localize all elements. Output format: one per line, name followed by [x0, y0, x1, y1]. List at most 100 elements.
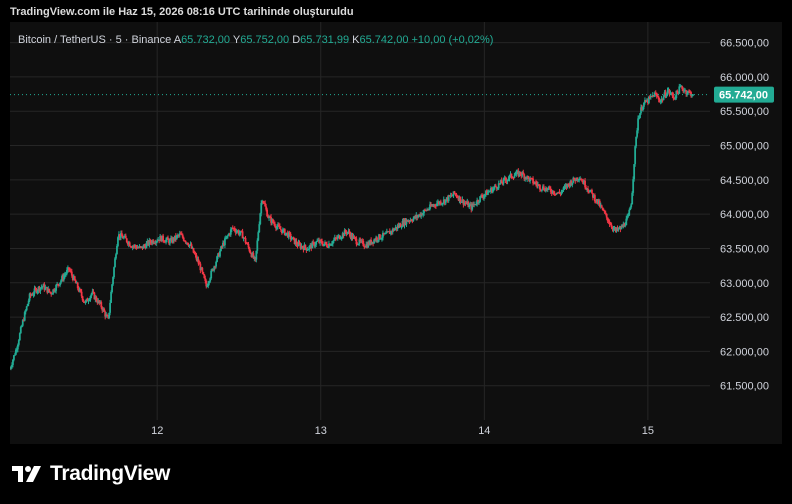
candle-body — [275, 226, 277, 229]
change-value: +10,00 (+0,02%) — [411, 34, 494, 46]
candle-body — [59, 282, 61, 286]
candle-body — [507, 178, 510, 180]
candle-body — [571, 182, 574, 185]
candle-body — [201, 267, 204, 273]
candle-body — [513, 175, 516, 179]
candle-body — [623, 223, 626, 227]
candle-body — [263, 202, 266, 204]
candle-body — [210, 270, 213, 279]
candle-body — [387, 231, 390, 233]
price-tick-label: 64.000,00 — [720, 209, 769, 221]
candle-body — [438, 201, 441, 204]
candle-body — [309, 244, 312, 247]
candle-body — [464, 202, 467, 204]
candle-body — [355, 238, 358, 245]
price-chart[interactable]: 61.500,00 62.000,00 62.500,00 63.000,00 63.5… — [10, 22, 782, 444]
candle-body — [361, 240, 364, 242]
candle-body — [315, 241, 318, 245]
candle-body — [189, 244, 192, 246]
candle-body — [624, 225, 627, 227]
candle-body — [607, 221, 610, 223]
candle-body — [686, 93, 689, 95]
candle-body — [272, 219, 274, 223]
candle-body — [12, 359, 14, 365]
candle-body — [202, 272, 205, 275]
candle-body — [103, 308, 106, 312]
candle-body — [225, 236, 228, 239]
candle-body — [628, 210, 631, 216]
candle-body — [138, 246, 141, 248]
candle-body — [643, 102, 645, 107]
candle-body — [159, 235, 162, 241]
candle-body — [676, 90, 679, 93]
candle-body — [45, 287, 48, 289]
candle-body — [139, 246, 142, 248]
candle-body — [67, 267, 70, 270]
candle-body — [48, 288, 51, 292]
candle-body — [499, 180, 502, 184]
candle-body — [472, 203, 475, 206]
time-axis: 12 13 14 15 — [151, 425, 654, 437]
candle-body — [175, 235, 178, 239]
candle-body — [102, 308, 105, 311]
candle-body — [382, 232, 385, 235]
candle-body — [408, 220, 411, 222]
candle-body — [78, 289, 81, 292]
candle-body — [570, 181, 573, 185]
candle-body — [204, 278, 207, 281]
candle-body — [231, 227, 234, 229]
candle-body — [523, 174, 526, 179]
candle-body — [621, 226, 624, 228]
candle-body — [660, 98, 663, 101]
candle-body — [91, 291, 94, 294]
candle-body — [457, 197, 460, 201]
candle-body — [68, 269, 71, 271]
candle-body — [276, 226, 278, 229]
candle-body — [344, 230, 347, 233]
candle-body — [661, 98, 664, 101]
candle-body — [197, 259, 200, 264]
candle-body — [28, 293, 31, 301]
candle-body — [687, 91, 690, 94]
candle-body — [90, 293, 93, 297]
candle-body — [392, 228, 395, 231]
candle-body — [243, 237, 246, 239]
candle-body — [420, 213, 423, 217]
candle-body — [109, 302, 111, 313]
candle-body — [279, 228, 282, 230]
candle-body — [587, 188, 589, 191]
candle-body — [668, 89, 671, 94]
candle-body — [595, 199, 598, 202]
candle-body — [281, 229, 284, 234]
tradingview-logo[interactable]: TradingView — [12, 462, 170, 486]
candle-body — [191, 247, 194, 249]
candle-body — [320, 239, 322, 242]
candle-body — [549, 188, 552, 192]
candle-body — [19, 327, 22, 334]
candle-body — [680, 86, 683, 88]
candle-body — [376, 237, 378, 241]
candle-body — [111, 284, 113, 293]
candle-body — [641, 107, 643, 111]
candle-body — [377, 240, 379, 242]
candle-body — [625, 218, 628, 226]
candle-body — [627, 215, 630, 217]
candle-body — [519, 171, 522, 175]
candle-body — [508, 175, 511, 179]
candle-body — [385, 231, 388, 234]
candle-body — [179, 233, 182, 235]
candle-body — [33, 288, 36, 294]
chart-frame[interactable]: 61.500,00 62.000,00 62.500,00 63.000,00 63.5… — [10, 22, 782, 444]
candle-body — [186, 242, 189, 245]
candle-body — [527, 176, 530, 178]
candle-body — [313, 242, 316, 247]
candle-body — [16, 344, 19, 350]
candle-body — [577, 179, 580, 181]
candle-body — [300, 245, 303, 249]
candle-body — [333, 237, 336, 240]
candle-body — [174, 235, 177, 239]
candle-body — [462, 199, 465, 205]
candle-body — [108, 312, 111, 319]
candle-body — [542, 186, 545, 190]
candle-body — [110, 292, 112, 303]
